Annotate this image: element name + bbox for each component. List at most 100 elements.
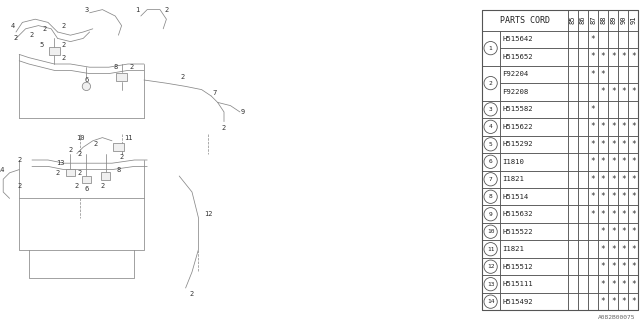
Text: 12: 12 [204, 212, 212, 217]
Bar [608, 83, 618, 100]
Text: 87: 87 [590, 16, 596, 24]
Bar [578, 83, 588, 100]
Bar [482, 10, 568, 31]
Bar [628, 66, 639, 83]
Text: F92208: F92208 [502, 89, 529, 95]
Text: H515622: H515622 [502, 124, 533, 130]
Bar [608, 240, 618, 258]
Bar [500, 171, 568, 188]
Bar [568, 240, 578, 258]
Text: *: * [601, 70, 605, 79]
Bar [628, 223, 639, 240]
Bar [500, 83, 568, 100]
Text: *: * [611, 122, 616, 131]
Bar [113, 143, 124, 151]
Bar [618, 136, 628, 153]
Bar [568, 276, 578, 293]
Text: H515522: H515522 [502, 229, 533, 235]
Bar [568, 171, 578, 188]
Text: *: * [591, 140, 595, 149]
Bar [608, 223, 618, 240]
Bar [618, 223, 628, 240]
Bar [482, 31, 500, 66]
Bar [618, 276, 628, 293]
Text: *: * [601, 140, 605, 149]
Bar [628, 153, 639, 171]
Bar [578, 136, 588, 153]
Text: *: * [591, 192, 595, 201]
Bar [482, 276, 500, 293]
Text: *: * [621, 262, 625, 271]
Text: 2: 2 [75, 183, 79, 188]
Bar [568, 223, 578, 240]
Bar [618, 100, 628, 118]
Bar [618, 10, 628, 31]
Text: *: * [621, 157, 625, 166]
Bar [598, 66, 608, 83]
Bar [101, 172, 110, 180]
Bar [598, 100, 608, 118]
Bar [588, 100, 598, 118]
Text: *: * [631, 227, 636, 236]
Bar [568, 48, 578, 66]
Bar [588, 258, 598, 276]
Text: *: * [621, 245, 625, 254]
Text: *: * [601, 192, 605, 201]
Text: 2: 2 [94, 141, 98, 147]
Bar [628, 293, 639, 310]
Bar [568, 31, 578, 48]
Bar [608, 48, 618, 66]
Bar [628, 118, 639, 136]
Text: *: * [631, 245, 636, 254]
Text: *: * [631, 210, 636, 219]
Bar [598, 293, 608, 310]
Text: *: * [631, 140, 636, 149]
Text: 2: 2 [43, 26, 47, 32]
Text: *: * [591, 157, 595, 166]
Bar [608, 66, 618, 83]
Bar [588, 188, 598, 205]
Bar [618, 205, 628, 223]
Bar [608, 153, 618, 171]
Text: 13: 13 [56, 160, 65, 166]
Text: 2: 2 [14, 36, 18, 41]
Text: H515292: H515292 [502, 141, 533, 147]
Bar [628, 276, 639, 293]
Bar [628, 258, 639, 276]
Bar [598, 31, 608, 48]
Bar [482, 100, 500, 118]
Bar [578, 188, 588, 205]
Bar [482, 66, 500, 100]
Bar [628, 205, 639, 223]
Text: *: * [621, 192, 625, 201]
Text: *: * [631, 87, 636, 96]
Bar [628, 136, 639, 153]
Text: *: * [601, 175, 605, 184]
Bar [608, 188, 618, 205]
Bar [618, 153, 628, 171]
Bar [608, 276, 618, 293]
Bar [578, 118, 588, 136]
Bar [578, 205, 588, 223]
Text: H51514: H51514 [502, 194, 529, 200]
Bar [482, 118, 500, 136]
Circle shape [83, 82, 91, 91]
Text: 91: 91 [630, 16, 636, 24]
Bar [568, 83, 578, 100]
Bar [500, 258, 568, 276]
Bar [628, 240, 639, 258]
Text: 86: 86 [580, 16, 586, 24]
Bar [49, 47, 60, 55]
Bar [482, 171, 500, 188]
Bar [588, 83, 598, 100]
Bar [598, 153, 608, 171]
Bar [608, 205, 618, 223]
Text: 2: 2 [164, 7, 168, 12]
Bar [598, 188, 608, 205]
Bar [482, 153, 500, 171]
Text: 3: 3 [489, 107, 493, 112]
Text: I1810: I1810 [502, 159, 524, 165]
Text: 6: 6 [489, 159, 493, 164]
Text: 2: 2 [68, 148, 72, 153]
Text: *: * [601, 157, 605, 166]
